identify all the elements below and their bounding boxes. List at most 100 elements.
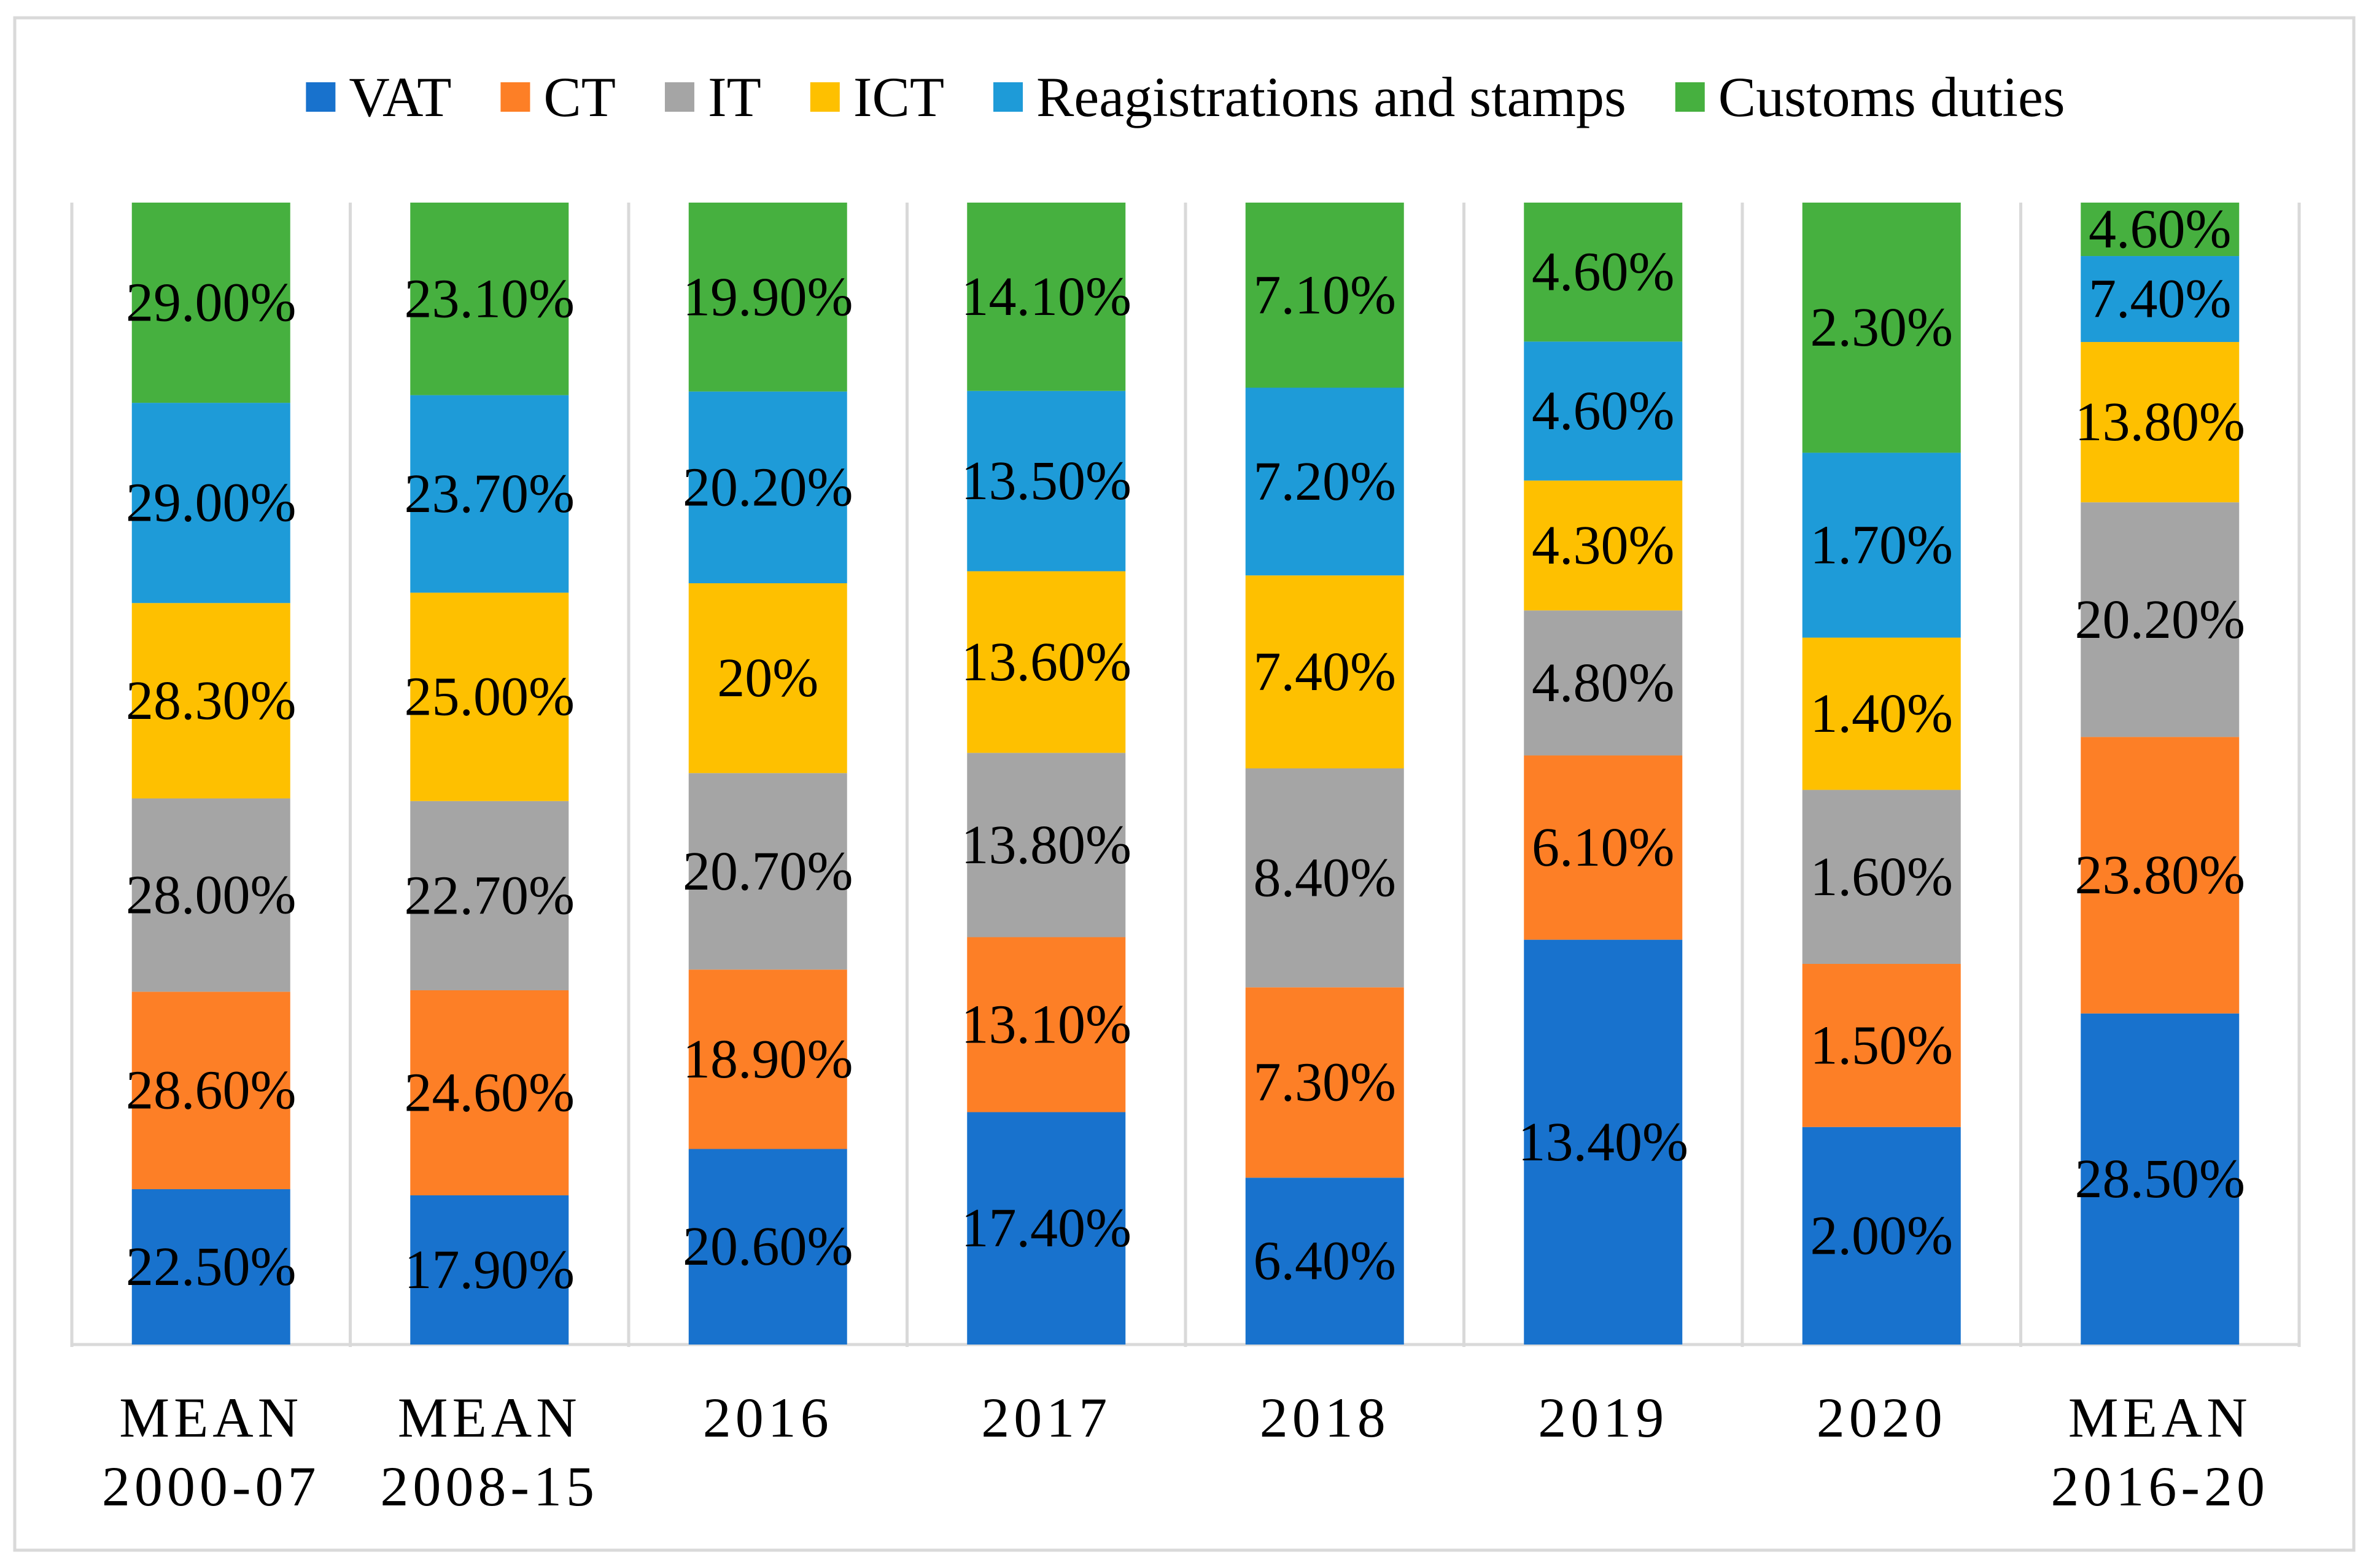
data-label: 28.60% xyxy=(126,1060,296,1121)
data-label: 20.20% xyxy=(2075,589,2245,650)
bar-segment-vat xyxy=(967,1112,1126,1345)
bar-segment-reagistrations-and-stamps xyxy=(688,391,847,583)
data-label: 29.00% xyxy=(126,273,296,333)
bar-segment-ict xyxy=(2081,342,2240,503)
legend-label: CT xyxy=(543,66,616,128)
x-tick-label-line: 2018 xyxy=(1260,1386,1390,1449)
data-label: 22.70% xyxy=(405,865,575,926)
bar-segment-ict xyxy=(410,592,569,801)
x-tick-label: 2016 xyxy=(703,1386,833,1449)
data-label: 20.70% xyxy=(683,841,853,902)
bar-segment-customs-duties xyxy=(967,203,1126,391)
x-tick-label-line: MEAN xyxy=(398,1386,581,1449)
bar-segment-it xyxy=(1802,790,1961,964)
data-label: 1.40% xyxy=(1810,683,1953,744)
legend-label: Reagistrations and stamps xyxy=(1036,66,1626,128)
x-tick-label: MEAN 2000-07 xyxy=(102,1386,320,1518)
data-label: 18.90% xyxy=(683,1029,853,1090)
data-label: 2.00% xyxy=(1810,1205,1953,1266)
bar-segment-ct xyxy=(410,990,569,1195)
legend-swatch xyxy=(1675,82,1705,112)
legend-item-ict: ICT xyxy=(810,66,944,128)
bar-segment-reagistrations-and-stamps xyxy=(410,395,569,593)
bar-segment-it xyxy=(688,773,847,970)
data-label: 14.10% xyxy=(961,266,1131,327)
data-label: 2.30% xyxy=(1810,297,1953,358)
x-tick-label-line: MEAN xyxy=(2068,1386,2252,1449)
x-tick-label-line: 2017 xyxy=(981,1386,1111,1449)
data-label: 7.40% xyxy=(2089,269,2231,330)
bar-segment-reagistrations-and-stamps xyxy=(1524,341,1683,481)
legend-item-customs-duties: Customs duties xyxy=(1675,66,2065,128)
bar-segment-ict xyxy=(967,571,1126,753)
legend-label: IT xyxy=(708,66,761,128)
bar-segment-vat xyxy=(410,1195,569,1345)
legend-swatch xyxy=(993,82,1023,112)
data-label: 23.70% xyxy=(405,464,575,524)
data-label: 29.00% xyxy=(126,473,296,534)
data-label: 4.60% xyxy=(2089,199,2231,260)
bar-segment-it xyxy=(1524,610,1683,756)
data-label: 13.50% xyxy=(961,451,1131,511)
bar-segment-customs-duties xyxy=(1245,203,1404,388)
bar-segment-it xyxy=(967,753,1126,937)
x-tick-label-line: 2008-15 xyxy=(380,1455,599,1518)
plot-area: 22.50% 28.60% 28.00% 28.30% 29.00% 29.00% MEAN… xyxy=(70,199,2301,1518)
bar-segment-vat xyxy=(1524,939,1683,1345)
data-label: 24.60% xyxy=(405,1062,575,1123)
bar-segment-vat xyxy=(2081,1013,2240,1345)
x-tick-label: MEAN 2008-15 xyxy=(380,1386,599,1518)
data-label: 7.40% xyxy=(1254,642,1396,702)
data-label: 28.30% xyxy=(126,670,296,731)
data-label: 1.70% xyxy=(1810,515,1953,576)
bar-segment-ct xyxy=(688,969,847,1149)
bar-segment-it xyxy=(410,801,569,990)
legend-item-ct: CT xyxy=(500,66,616,128)
x-tick-label-line: MEAN xyxy=(119,1386,303,1449)
data-label: 4.60% xyxy=(1532,381,1674,441)
bar-segment-customs-duties xyxy=(2081,203,2240,257)
data-label: 28.50% xyxy=(2075,1149,2245,1209)
bar-segment-ct xyxy=(1245,987,1404,1178)
bar-segment-reagistrations-and-stamps xyxy=(1802,452,1961,638)
legend: VAT CT IT ICT Reagistrations and stamps Custo… xyxy=(306,66,2065,128)
bar-segment-ict xyxy=(1524,480,1683,611)
bar-segment-vat xyxy=(1245,1178,1404,1345)
data-label: 7.20% xyxy=(1254,451,1396,512)
legend-label: VAT xyxy=(349,66,451,128)
bar-segment-vat xyxy=(131,1189,290,1345)
x-tick-label-line: 2000-07 xyxy=(102,1455,320,1518)
data-label: 6.40% xyxy=(1254,1231,1396,1292)
data-label: 1.50% xyxy=(1810,1015,1953,1076)
bar-segment-ct xyxy=(131,992,290,1189)
bar-segment-it xyxy=(2081,502,2240,737)
bar-segment-ict xyxy=(1802,637,1961,790)
x-tick-label-line: 2016-20 xyxy=(2051,1455,2269,1518)
data-label: 1.60% xyxy=(1810,847,1953,907)
data-label: 13.40% xyxy=(1518,1112,1688,1173)
data-label: 4.30% xyxy=(1532,515,1674,576)
x-tick-label: 2017 xyxy=(981,1386,1111,1449)
legend-swatch xyxy=(500,82,530,112)
x-tick-label-line: 2016 xyxy=(703,1386,833,1449)
data-label: 23.10% xyxy=(405,268,575,329)
data-label: 28.00% xyxy=(126,864,296,925)
data-label: 6.10% xyxy=(1532,817,1674,878)
legend-label: ICT xyxy=(853,66,944,128)
data-label: 17.40% xyxy=(961,1198,1131,1259)
legend-label: Customs duties xyxy=(1718,66,2065,128)
bar-segment-reagistrations-and-stamps xyxy=(2081,256,2240,343)
bar-segment-ict xyxy=(688,583,847,774)
x-tick-label: 2018 xyxy=(1260,1386,1390,1449)
bar-segment-ct xyxy=(2081,737,2240,1014)
x-tick-label-line: 2020 xyxy=(1817,1386,1947,1449)
x-tick-label: MEAN 2016-20 xyxy=(2051,1386,2269,1518)
legend-item-vat: VAT xyxy=(306,66,451,128)
legend-item-it: IT xyxy=(664,66,761,128)
data-label: 13.60% xyxy=(961,632,1131,693)
bar-segment-it xyxy=(1245,768,1404,988)
bar-segment-ct xyxy=(967,937,1126,1112)
bar-segment-reagistrations-and-stamps xyxy=(1245,387,1404,576)
